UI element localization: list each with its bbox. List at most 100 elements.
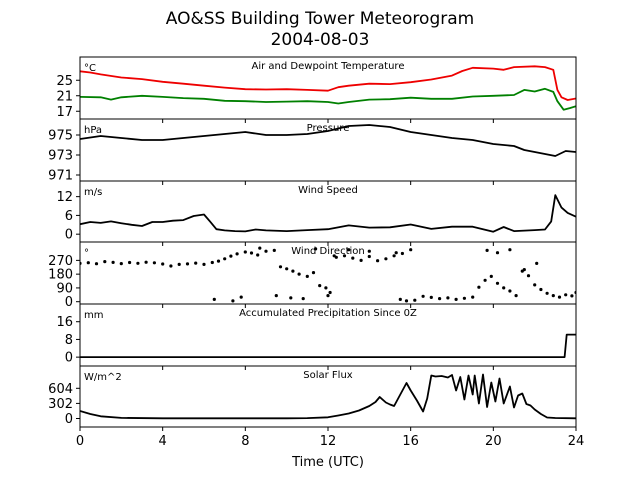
data-point — [446, 296, 450, 300]
data-point — [367, 254, 371, 259]
panel-unit-label: °C — [84, 63, 96, 74]
data-point — [249, 251, 254, 255]
data-point — [409, 248, 413, 252]
data-point — [258, 246, 262, 250]
y-tick-label: 21 — [56, 89, 73, 104]
data-point — [152, 261, 156, 265]
data-point — [351, 256, 355, 260]
y-tick-label: 12 — [56, 190, 73, 205]
data-point — [324, 286, 328, 290]
data-point — [128, 260, 132, 265]
y-tick-label: 25 — [56, 74, 73, 89]
data-point — [539, 287, 543, 292]
panel-data — [80, 194, 576, 233]
x-axis-label: Time (UTC) — [291, 455, 364, 470]
y-tick-label: 0 — [65, 412, 73, 427]
panel-title: Air and Dewpoint Temperature — [252, 61, 405, 72]
y-tick-label: 971 — [48, 169, 73, 184]
series-line-0 — [80, 65, 576, 101]
x-tick-label: 12 — [320, 434, 337, 449]
data-point — [289, 296, 293, 300]
x-tick-label: 16 — [402, 434, 419, 449]
data-point — [297, 272, 301, 276]
series-line-0 — [80, 124, 576, 157]
panel-title: Pressure — [307, 123, 350, 134]
data-point — [144, 260, 148, 264]
panel-precip: 0 8 16 mm Accumulated Precipitation Since 0Z — [56, 303, 577, 370]
panel-wspd: 0 6 12 m/s Wind Speed — [56, 180, 577, 246]
panel-data — [80, 65, 576, 111]
data-point — [471, 295, 475, 299]
data-point — [404, 299, 409, 303]
data-point — [94, 262, 99, 266]
data-point — [384, 257, 388, 261]
data-point — [223, 257, 227, 261]
data-point — [454, 297, 458, 301]
data-point — [136, 261, 140, 265]
data-point — [194, 261, 198, 265]
data-point — [438, 297, 442, 301]
data-point — [235, 252, 239, 256]
x-tick-label: 4 — [159, 434, 167, 449]
chart-subtitle: 2004-08-03 — [271, 30, 370, 50]
panel-title: Solar Flux — [303, 370, 353, 381]
data-point — [169, 264, 173, 268]
data-point — [216, 259, 221, 263]
data-point — [462, 296, 466, 300]
data-point — [394, 251, 398, 255]
panel-press: 971 973 975 hPa Pressure — [48, 118, 577, 185]
x-tick-label: 0 — [76, 434, 84, 449]
data-point — [392, 254, 396, 258]
data-point — [119, 262, 123, 266]
data-point — [557, 295, 562, 299]
data-point — [86, 261, 90, 265]
y-tick-label: 604 — [48, 382, 73, 397]
panel-unit-label: W/m^2 — [84, 372, 122, 383]
data-point — [177, 262, 181, 266]
panel-data — [80, 124, 576, 157]
data-point — [291, 269, 295, 273]
x-tick-label: 20 — [485, 434, 502, 449]
data-point — [210, 260, 214, 265]
data-point — [342, 254, 347, 258]
y-tick-label: 17 — [56, 105, 73, 120]
data-point — [264, 249, 268, 253]
panel-unit-label: hPa — [84, 125, 102, 136]
data-point — [570, 294, 574, 298]
y-tick-label: 90 — [56, 281, 73, 296]
data-point — [161, 262, 165, 266]
data-point — [522, 268, 526, 272]
data-point — [272, 248, 276, 252]
y-tick-label: 302 — [48, 397, 73, 412]
data-point — [278, 265, 283, 269]
data-point — [485, 248, 489, 252]
x-tick-label: 8 — [241, 434, 249, 449]
series-line-1 — [80, 87, 576, 111]
data-point — [202, 262, 206, 266]
y-tick-label: 16 — [56, 315, 73, 330]
data-point — [274, 294, 278, 298]
data-point — [103, 260, 107, 264]
data-point — [514, 294, 518, 298]
data-point — [502, 286, 506, 290]
data-point — [326, 294, 330, 298]
panel-title: Accumulated Precipitation Since 0Z — [239, 308, 417, 319]
y-tick-label: 6 — [65, 209, 73, 224]
data-point — [243, 250, 247, 254]
data-point — [545, 291, 549, 295]
panel-title: Wind Direction — [291, 246, 365, 257]
data-point — [367, 249, 371, 253]
data-point — [239, 295, 243, 299]
data-point — [301, 297, 305, 301]
data-point — [332, 254, 336, 258]
data-point — [376, 259, 380, 263]
data-point — [495, 251, 500, 255]
panel-unit-label: m/s — [84, 187, 102, 198]
data-point — [551, 294, 555, 298]
y-tick-label: 973 — [48, 149, 73, 164]
y-tick-label: 270 — [48, 254, 73, 269]
y-tick-label: 0 — [65, 295, 73, 310]
